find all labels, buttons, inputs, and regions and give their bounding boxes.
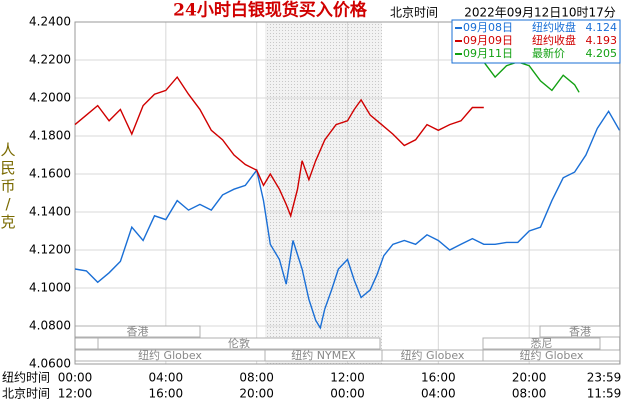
nymex-shade — [265, 22, 382, 364]
legend-close: 4.205 — [586, 47, 618, 60]
line — [74, 75, 484, 219]
x2-tick-label: 00:00 — [330, 387, 365, 400]
session-label: 纽约 NYMEX — [291, 348, 356, 362]
x2-axis-label: 北京时间 — [2, 387, 50, 400]
y-tick-label: 4.1200 — [29, 243, 71, 257]
session-label: 伦敦 — [228, 336, 250, 350]
y-tick-label: 4.2000 — [29, 91, 71, 105]
x2-tick-label: 20:00 — [239, 387, 274, 400]
session-label: 纽约 Globex — [138, 348, 202, 362]
x2-tick-label: 04:00 — [421, 387, 456, 400]
zone: 北京时间 — [390, 6, 438, 20]
x-tick-label: 04:00 — [149, 371, 184, 385]
y-axis-label: 人民币/克 — [0, 141, 15, 231]
x-tick-label: 20:00 — [512, 371, 547, 385]
y-tick-label: 4.0800 — [29, 319, 71, 333]
session-label: 纽约 Globex — [520, 348, 584, 362]
y-tick-label: 4.1600 — [29, 167, 71, 181]
plot-frame — [74, 21, 621, 365]
line — [74, 109, 621, 330]
legend-name: 09月11日 — [463, 47, 513, 60]
x-tick-label: 00:00 — [58, 371, 93, 385]
session-box — [74, 337, 99, 350]
x-axis-label: 纽约时间 — [2, 370, 50, 385]
legend-close: 4.124 — [586, 21, 618, 34]
timestamp: 2022年09月12日10时17分 — [464, 6, 616, 20]
x-tick-label: 12:00 — [330, 371, 365, 385]
legend-name: 09月09日 — [463, 34, 513, 47]
x2-tick-label: 11:59 — [587, 387, 622, 400]
session-label: 香港 — [127, 325, 149, 338]
legend-close-label: 纽约收盘 — [532, 33, 576, 47]
y-tick-label: 4.1400 — [29, 205, 71, 219]
x2-tick-label: 12:00 — [58, 387, 93, 400]
legend-name: 09月08日 — [463, 21, 513, 34]
y-tick-label: 4.1800 — [29, 129, 71, 143]
legend-close-label: 纽约收盘 — [532, 20, 576, 34]
y-tick-label: 4.2400 — [29, 15, 71, 29]
chart-title: 24小时白银现货买入价格 — [173, 0, 368, 21]
session-label: 悉尼 — [531, 337, 553, 350]
x-tick-label: 16:00 — [421, 371, 456, 385]
line — [483, 61, 580, 93]
x-tick-label: 08:00 — [239, 371, 274, 385]
x2-tick-label: 16:00 — [149, 387, 184, 400]
y-axis-label-text: 人民币/克 — [0, 141, 15, 231]
y-tick-label: 4.0600 — [29, 357, 71, 371]
session-box — [97, 337, 381, 350]
x2-tick-label: 08:00 — [512, 387, 547, 400]
y-tick-label: 4.1000 — [29, 281, 71, 295]
y-tick-label: 4.2200 — [29, 53, 71, 67]
legend-close: 4.193 — [586, 34, 618, 47]
session-label: 香港 — [569, 325, 591, 338]
session-label: 纽约 Globex — [401, 348, 465, 362]
legend — [451, 19, 621, 64]
x-tick-label: 23:59 — [587, 371, 622, 385]
session-box — [482, 337, 601, 350]
legend-close-label: 最新价 — [532, 46, 565, 60]
